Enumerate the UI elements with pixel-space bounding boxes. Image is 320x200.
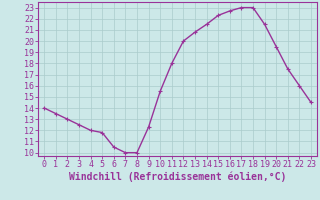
X-axis label: Windchill (Refroidissement éolien,°C): Windchill (Refroidissement éolien,°C) [69,172,286,182]
